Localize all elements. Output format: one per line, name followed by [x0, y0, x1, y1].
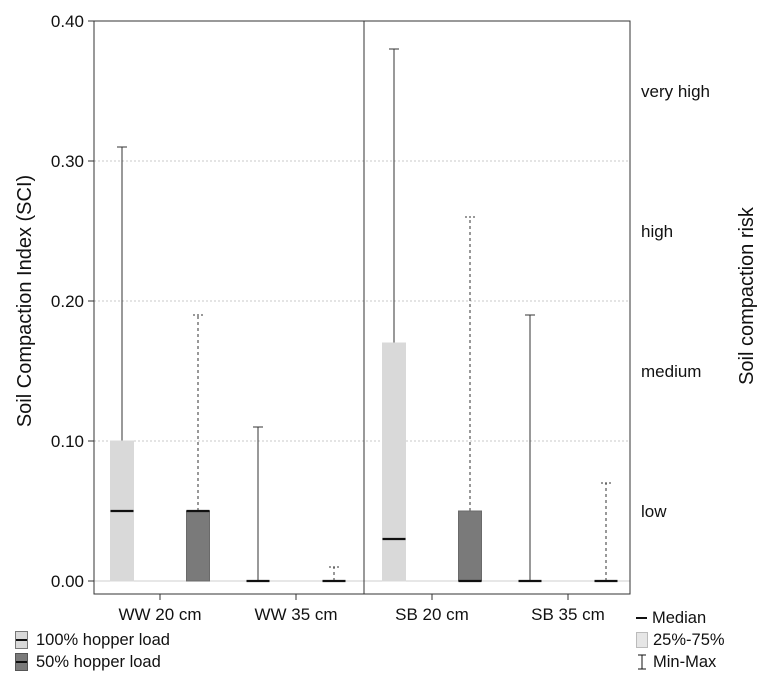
y-tick-label: 0.10 — [51, 432, 84, 451]
whisker-key-icon — [638, 654, 646, 670]
risk-level-labels: low medium high very high — [641, 82, 710, 521]
box-0-0 — [110, 146, 134, 582]
box-2-1 — [458, 216, 482, 583]
iqr-box — [186, 510, 210, 582]
y-tick-label: 0.40 — [51, 12, 84, 31]
box-2-0 — [382, 48, 406, 582]
risk-label: medium — [641, 362, 701, 381]
risk-label: low — [641, 502, 667, 521]
legend-item-50: 50% hopper load — [15, 651, 170, 673]
risk-label: high — [641, 222, 673, 241]
key-range: Min-Max — [636, 651, 725, 673]
x-tick-label: SB 35 cm — [531, 605, 605, 624]
risk-label: very high — [641, 82, 710, 101]
box-3-0 — [518, 314, 542, 583]
key-box-label: 25%-75% — [653, 631, 725, 649]
x-axis: WW 20 cm WW 35 cm SB 20 cm SB 35 cm — [118, 594, 605, 624]
box-1-0 — [246, 426, 270, 583]
y-tick-label: 0.20 — [51, 292, 84, 311]
iqr-box — [458, 510, 482, 582]
legend-swatch-100 — [15, 631, 28, 649]
median-key-icon — [636, 617, 647, 619]
x-tick-label: WW 35 cm — [254, 605, 337, 624]
gridlines — [94, 160, 630, 582]
box-0-1 — [186, 314, 210, 582]
legend-label-50: 50% hopper load — [36, 653, 161, 671]
boxes — [110, 48, 618, 583]
key-median: Median — [636, 607, 725, 629]
box-3-1 — [594, 482, 618, 583]
plot-frame — [93, 20, 631, 595]
series-legend: 100% hopper load 50% hopper load — [15, 629, 170, 673]
legend-swatch-50 — [15, 653, 28, 671]
risk-axis-title: Soil compaction risk — [736, 206, 757, 385]
x-tick-label: WW 20 cm — [118, 605, 201, 624]
y-axis: 0.00 0.10 0.20 0.30 0.40 — [51, 12, 94, 591]
y-tick-label: 0.00 — [51, 572, 84, 591]
key-median-label: Median — [652, 609, 707, 627]
x-tick-label: SB 20 cm — [395, 605, 469, 624]
legend-label-100: 100% hopper load — [36, 631, 170, 649]
iqr-box — [382, 342, 406, 582]
y-tick-label: 0.30 — [51, 152, 84, 171]
key-box: 25%-75% — [636, 629, 725, 651]
key-range-label: Min-Max — [653, 653, 717, 671]
legend-item-100: 100% hopper load — [15, 629, 170, 651]
box-1-1 — [322, 566, 346, 583]
box-key-legend: Median 25%-75% Min-Max — [636, 607, 725, 673]
y-axis-title: Soil Compaction Index (SCI) — [14, 175, 36, 427]
box-key-icon — [636, 632, 648, 648]
